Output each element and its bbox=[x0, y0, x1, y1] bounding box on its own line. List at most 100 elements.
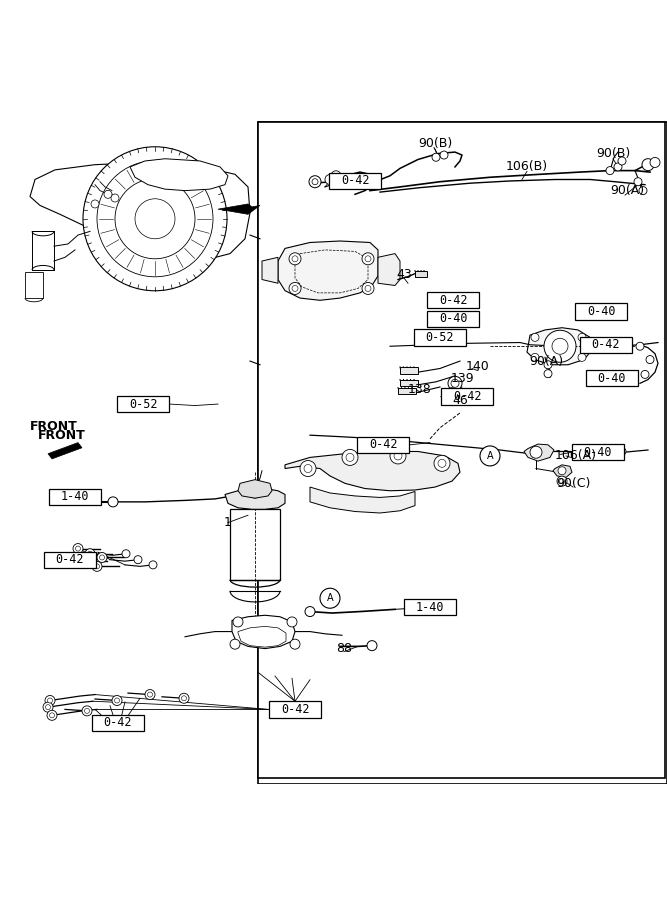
Text: 0-42: 0-42 bbox=[281, 703, 309, 716]
Circle shape bbox=[342, 449, 358, 465]
Bar bbox=[329, 173, 381, 189]
Bar bbox=[572, 444, 624, 461]
Polygon shape bbox=[378, 254, 400, 285]
Circle shape bbox=[292, 256, 298, 262]
Text: 88: 88 bbox=[336, 642, 352, 655]
Bar bbox=[92, 715, 144, 731]
Circle shape bbox=[49, 713, 55, 718]
Polygon shape bbox=[232, 616, 295, 649]
Circle shape bbox=[73, 544, 83, 554]
Circle shape bbox=[331, 171, 341, 181]
Polygon shape bbox=[278, 241, 378, 301]
Text: 0-40: 0-40 bbox=[587, 305, 615, 318]
Bar bbox=[400, 367, 418, 374]
Circle shape bbox=[578, 333, 586, 341]
Circle shape bbox=[230, 639, 240, 649]
Circle shape bbox=[287, 616, 297, 627]
Circle shape bbox=[558, 467, 566, 475]
Circle shape bbox=[181, 696, 187, 701]
Polygon shape bbox=[310, 487, 415, 513]
Circle shape bbox=[394, 452, 402, 460]
Bar bbox=[49, 489, 101, 505]
Text: 43: 43 bbox=[396, 268, 412, 281]
Polygon shape bbox=[30, 162, 250, 259]
Circle shape bbox=[135, 199, 175, 238]
Bar bbox=[427, 310, 479, 327]
Text: 0-42: 0-42 bbox=[56, 554, 84, 566]
Bar bbox=[580, 337, 632, 353]
Circle shape bbox=[574, 447, 582, 455]
Text: 106(B): 106(B) bbox=[506, 160, 548, 174]
Circle shape bbox=[639, 186, 647, 194]
Circle shape bbox=[438, 459, 446, 467]
Circle shape bbox=[618, 447, 626, 455]
Circle shape bbox=[290, 639, 300, 649]
Circle shape bbox=[641, 371, 649, 378]
Circle shape bbox=[578, 354, 586, 362]
Text: 90(A): 90(A) bbox=[529, 355, 563, 367]
Bar bbox=[44, 552, 96, 568]
Circle shape bbox=[289, 283, 301, 294]
Circle shape bbox=[112, 696, 122, 706]
Circle shape bbox=[83, 147, 227, 291]
Circle shape bbox=[111, 194, 119, 202]
Circle shape bbox=[85, 549, 95, 559]
Text: 90(B): 90(B) bbox=[596, 147, 630, 160]
Circle shape bbox=[115, 698, 119, 703]
Circle shape bbox=[47, 710, 57, 720]
Text: 0-40: 0-40 bbox=[598, 372, 626, 384]
Text: 106(A): 106(A) bbox=[555, 449, 597, 463]
Circle shape bbox=[147, 692, 153, 698]
Bar bbox=[414, 329, 466, 346]
Circle shape bbox=[82, 706, 92, 716]
Bar bbox=[258, 122, 667, 784]
Circle shape bbox=[115, 179, 195, 259]
Text: A: A bbox=[487, 451, 494, 461]
Circle shape bbox=[97, 161, 213, 277]
Circle shape bbox=[446, 388, 458, 400]
Text: 0-52: 0-52 bbox=[426, 331, 454, 344]
Circle shape bbox=[87, 552, 93, 556]
Polygon shape bbox=[218, 204, 260, 214]
Circle shape bbox=[83, 559, 87, 563]
Circle shape bbox=[92, 562, 102, 572]
Polygon shape bbox=[225, 489, 285, 509]
Circle shape bbox=[636, 342, 644, 350]
Circle shape bbox=[367, 641, 377, 651]
Circle shape bbox=[552, 338, 568, 355]
Circle shape bbox=[91, 200, 99, 208]
Text: 0-42: 0-42 bbox=[369, 438, 398, 451]
Text: 1: 1 bbox=[224, 516, 232, 529]
Circle shape bbox=[312, 179, 318, 184]
Circle shape bbox=[134, 555, 142, 563]
Circle shape bbox=[97, 553, 107, 562]
Text: 140: 140 bbox=[466, 361, 490, 374]
Text: 0-40: 0-40 bbox=[584, 446, 612, 459]
Polygon shape bbox=[285, 452, 460, 491]
Circle shape bbox=[233, 616, 243, 627]
Text: A: A bbox=[327, 593, 334, 603]
Bar bbox=[269, 701, 321, 717]
Bar bbox=[575, 303, 627, 320]
Circle shape bbox=[614, 163, 622, 171]
Circle shape bbox=[47, 698, 53, 703]
Circle shape bbox=[480, 446, 500, 466]
Circle shape bbox=[432, 153, 440, 161]
Polygon shape bbox=[527, 328, 592, 364]
Polygon shape bbox=[553, 464, 572, 477]
Circle shape bbox=[145, 689, 155, 699]
Circle shape bbox=[544, 370, 552, 378]
Circle shape bbox=[618, 157, 626, 165]
Circle shape bbox=[362, 253, 374, 265]
Circle shape bbox=[531, 354, 539, 362]
Bar bbox=[32, 231, 54, 270]
Circle shape bbox=[75, 546, 81, 551]
Circle shape bbox=[300, 461, 316, 476]
Circle shape bbox=[560, 479, 564, 483]
Text: 0-42: 0-42 bbox=[104, 716, 132, 729]
Polygon shape bbox=[238, 626, 286, 647]
Circle shape bbox=[99, 555, 105, 560]
Circle shape bbox=[557, 476, 567, 486]
Text: 90(B): 90(B) bbox=[418, 138, 452, 150]
Circle shape bbox=[292, 285, 298, 292]
